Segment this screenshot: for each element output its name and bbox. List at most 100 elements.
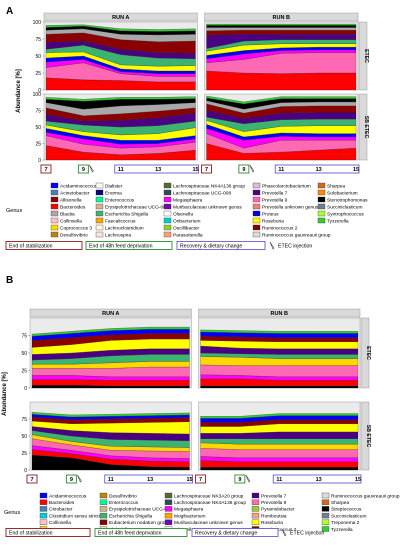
area-series: [200, 385, 359, 389]
legend-swatch: [317, 189, 326, 196]
area-series: [45, 24, 196, 32]
area-series: [200, 329, 359, 334]
phase-legend-box: [85, 241, 173, 250]
legend-entry: Mogibacterium: [174, 513, 205, 519]
row-label: SB ETEC: [363, 116, 369, 139]
x-tick-label: 13: [316, 167, 322, 173]
legend-entry: Solobacterium: [327, 190, 358, 196]
legend-swatch: [99, 499, 108, 505]
legend-swatch: [50, 203, 59, 210]
x-tick-label: 13: [147, 477, 153, 483]
legend-swatch: [50, 210, 59, 217]
row-strip: [358, 93, 368, 161]
legend-swatch: [164, 512, 173, 519]
x-tick-label: 15: [192, 167, 198, 173]
legend-entry: Muribaculaceae unknown genus: [173, 204, 242, 210]
phase-legend-label: End of 48h feed deprivation: [89, 244, 153, 250]
legend-swatch: [50, 217, 59, 224]
legend-entry: Lachnoclostridium: [105, 225, 144, 231]
legend-entry: Roseburia: [261, 520, 283, 526]
legend-swatch: [321, 512, 330, 519]
area-series: [31, 412, 190, 418]
legend-entry: Bacteroides: [60, 204, 86, 210]
legend-entry: Sharpea: [331, 500, 349, 506]
legend-entry: Megasphaera: [174, 507, 204, 513]
legend-entry: Collinsella: [60, 218, 82, 224]
legend-entry: Collinsella: [49, 520, 71, 526]
row-label: SB ETEC: [365, 425, 371, 448]
x-tick-label: 13: [316, 477, 322, 483]
legend-entry: Pyramidobacter: [261, 507, 295, 513]
legend-swatch: [252, 231, 261, 238]
y-tick-label: 50: [35, 54, 41, 60]
area-series: [206, 23, 357, 26]
y-tick-label: 75: [35, 37, 41, 43]
legend-swatch: [50, 196, 59, 203]
y-tick-label: 25: [21, 451, 27, 457]
area-series: [200, 467, 359, 471]
legend-entry: Succiniclasticum: [331, 513, 366, 519]
recovery-bracket: [104, 474, 193, 484]
legend-entry: Sharpea: [327, 183, 345, 189]
legend-swatch: [39, 492, 48, 499]
legend-entry: Treponema 2: [331, 520, 360, 526]
legend-entry: Enterococcus: [109, 500, 139, 506]
legend-entry: Acinetobacter: [60, 190, 90, 196]
legend-entry: Romboutsia: [261, 513, 287, 519]
legend-entry: Tyzzerella: [327, 218, 349, 224]
legend-swatch: [50, 189, 59, 196]
legend-swatch: [163, 203, 172, 210]
legend-entry: Enterococcus: [105, 197, 135, 203]
legend-entry: Faecalicoccus: [105, 218, 136, 224]
legend-entry: Tyzzerella: [331, 527, 353, 533]
x-tick-box: [26, 474, 38, 484]
legend-entry: Blautia: [60, 211, 75, 217]
row-label: ETEC: [365, 346, 371, 360]
legend-swatch: [39, 499, 48, 505]
legend-swatch: [164, 492, 173, 499]
recovery-bracket: [272, 474, 362, 484]
legend-swatch: [99, 492, 108, 499]
legend-swatch: [39, 519, 48, 525]
legend-entry: Ruminococcus 2: [262, 225, 298, 231]
legend-swatch: [317, 217, 326, 224]
x-tick-box: [40, 164, 52, 174]
legend-swatch: [50, 182, 59, 189]
row-strip: [358, 21, 368, 91]
legend-swatch: [99, 519, 108, 525]
legend-entry: Erysipelotrichaceae UCG-009: [109, 507, 173, 513]
legend-entry: Oscillibacter: [173, 225, 200, 231]
legend-swatch: [251, 499, 260, 505]
legend-swatch: [164, 506, 173, 512]
legend-entry: Lachnospiraceae NK4A136 group: [173, 183, 245, 189]
x-tick-label: 15: [353, 167, 359, 173]
phase-legend-label: End of 48h feed deprivation: [98, 531, 162, 537]
area-series: [200, 438, 359, 445]
legend-swatch: [99, 506, 108, 512]
y-tick-label: 75: [35, 108, 41, 114]
phase-legend-box: [94, 528, 188, 537]
phase-legend-label: ETEC injection: [278, 244, 312, 250]
column-strip: [43, 12, 198, 22]
y-axis-label: Abundance [%]: [16, 69, 22, 113]
legend-swatch: [317, 182, 326, 189]
legend-entry: Lachnospiraceae NK4A136 group: [174, 500, 246, 506]
legend-swatch: [252, 210, 261, 217]
legend-entry: Acidaminococcus: [60, 183, 98, 189]
legend-swatch: [321, 519, 330, 525]
etec-injection-icon: [249, 164, 255, 173]
legend-swatch: [163, 231, 172, 238]
y-axis-label: Abundance [%]: [2, 372, 8, 416]
legend-swatch: [321, 492, 330, 499]
y-tick-label: 50: [21, 351, 27, 357]
area-series: [45, 96, 196, 102]
legend-entry: Desulfovibrio: [60, 232, 88, 238]
column-label: RUN A: [112, 15, 129, 21]
phase-legend-label: ETEC injection: [290, 531, 324, 537]
legend-swatch: [95, 210, 104, 217]
legend-swatch: [95, 182, 104, 189]
row-strip: [360, 401, 370, 471]
x-tick-label: 11: [108, 477, 114, 483]
legend-swatch: [95, 231, 104, 238]
legend-entry: Erysipelotrichaceae UCG-009: [105, 204, 169, 210]
